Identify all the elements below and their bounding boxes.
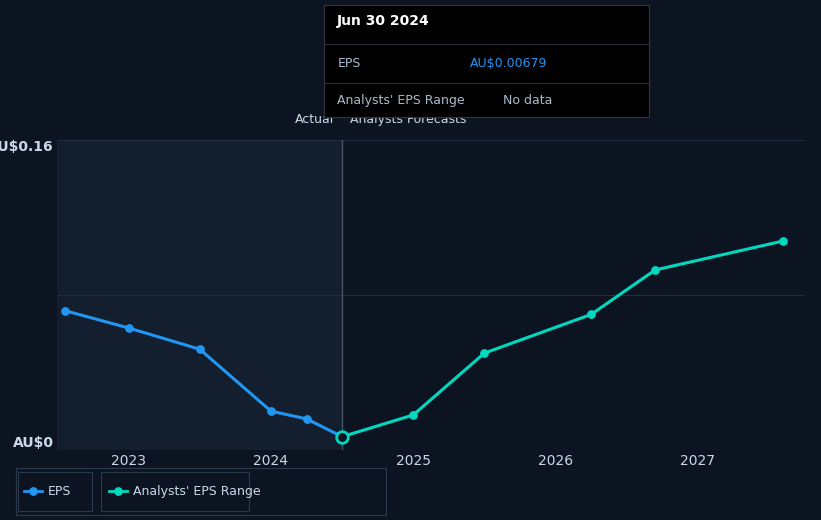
Point [649, 266, 662, 274]
Text: 2023: 2023 [111, 453, 146, 467]
Point [122, 324, 135, 332]
Point [112, 487, 125, 496]
Text: Analysts' EPS Range: Analysts' EPS Range [337, 94, 465, 107]
Text: Actual: Actual [296, 113, 335, 126]
Point [336, 433, 349, 441]
Point [58, 306, 71, 315]
Point [478, 349, 491, 357]
Point [406, 411, 420, 419]
Text: AU$0.00679: AU$0.00679 [470, 57, 548, 70]
FancyBboxPatch shape [18, 472, 92, 511]
Point [193, 345, 206, 354]
Text: 2024: 2024 [254, 453, 288, 467]
Point [336, 433, 349, 441]
Text: EPS: EPS [337, 57, 360, 70]
Text: Analysts' EPS Range: Analysts' EPS Range [133, 485, 260, 498]
Text: 2025: 2025 [396, 453, 431, 467]
Text: AU$0: AU$0 [13, 436, 53, 450]
Point [300, 415, 313, 423]
Point [336, 433, 349, 441]
Bar [57, 140, 342, 450]
Text: 2026: 2026 [538, 453, 573, 467]
Text: Jun 30 2024: Jun 30 2024 [337, 15, 430, 28]
FancyBboxPatch shape [102, 472, 250, 511]
Text: 2027: 2027 [681, 453, 715, 467]
Text: Analysts Forecasts: Analysts Forecasts [350, 113, 466, 126]
Text: EPS: EPS [48, 485, 71, 498]
Point [585, 310, 598, 319]
Point [777, 237, 790, 245]
Text: AU$0.16: AU$0.16 [0, 140, 53, 154]
Text: No data: No data [502, 94, 552, 107]
Point [264, 407, 277, 415]
Point [26, 487, 39, 496]
